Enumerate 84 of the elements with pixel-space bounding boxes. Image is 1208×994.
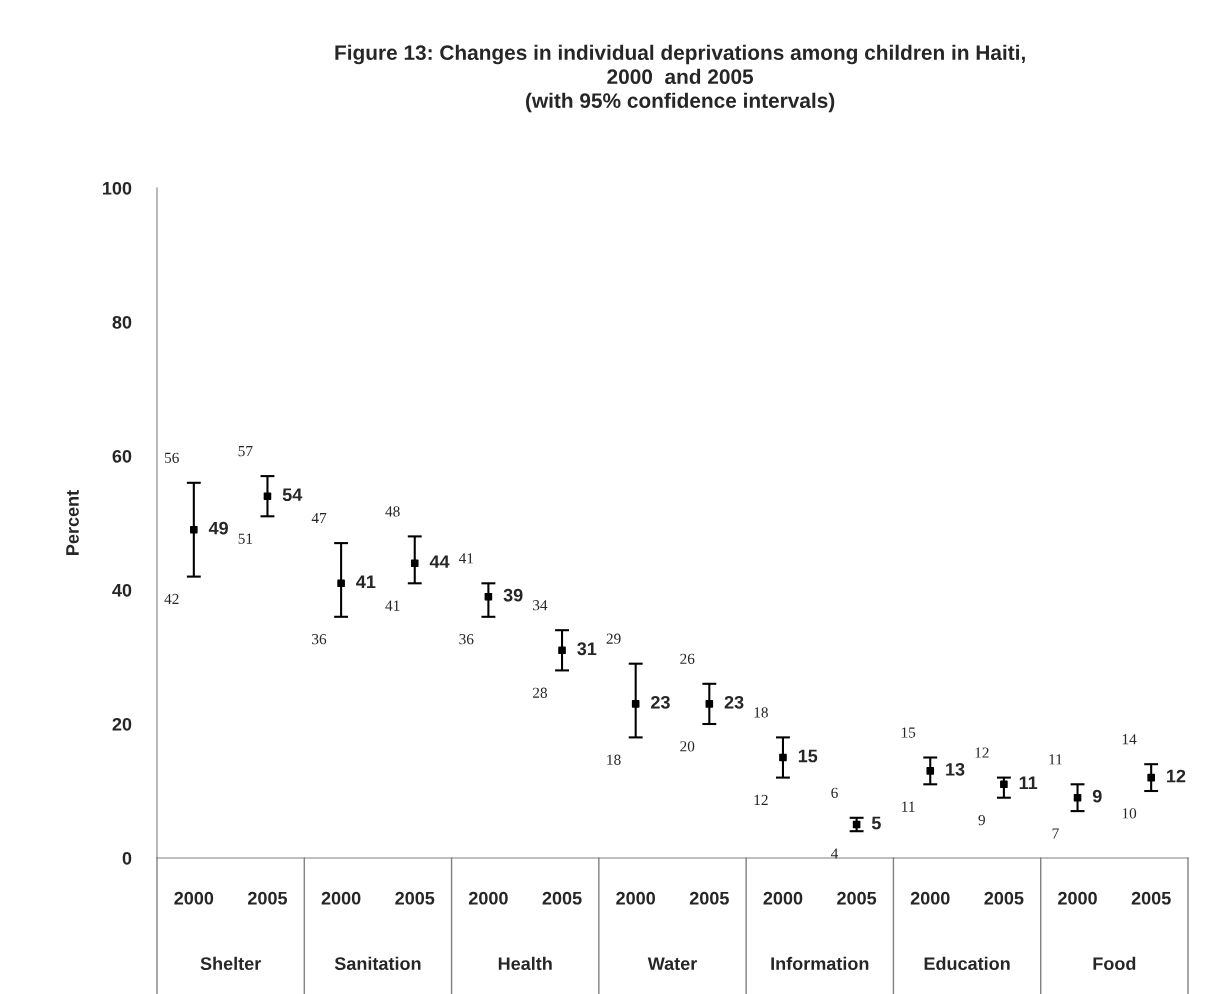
point <box>190 525 198 534</box>
annotation: 18 <box>754 707 768 718</box>
data-label: 12 <box>1167 769 1186 783</box>
y-tick-label: 80 <box>112 315 132 329</box>
data-label: 49 <box>208 521 228 535</box>
x-tick-label: 2000 <box>321 891 361 905</box>
point <box>263 492 272 501</box>
data-label: 13 <box>946 762 965 776</box>
x-tick-label: 2005 <box>395 891 435 905</box>
annotation: 12 <box>754 794 768 805</box>
x-tick-label: 2005 <box>248 891 288 905</box>
annotation: 57 <box>238 446 253 457</box>
annotation: 10 <box>1122 808 1137 819</box>
x-tick-label: 2000 <box>174 891 214 905</box>
annotation: 42 <box>164 593 179 604</box>
data-label: 31 <box>577 642 597 656</box>
y-tick-label: 100 <box>103 181 132 195</box>
point <box>631 700 640 708</box>
annotation: 14 <box>1122 734 1137 745</box>
chart-title: Figure 13: Changes in individual deprivations among children in Haiti, 2000 and 2005 (with 95% confidence intervals) <box>335 44 1025 113</box>
text: Health <box>498 956 552 971</box>
x-tick-label: 2005 <box>542 891 582 905</box>
annotation: 41 <box>385 600 400 611</box>
annotation: 34 <box>533 600 548 611</box>
x-tick-label: 2000 <box>910 891 950 905</box>
annotation: 51 <box>238 533 253 544</box>
point <box>705 700 714 708</box>
text: Education <box>924 956 1010 971</box>
text: Sanitation <box>334 956 421 971</box>
y-axis-title: Percent <box>66 490 79 555</box>
y-tick-label: 0 <box>122 851 132 865</box>
point <box>779 753 787 762</box>
data-label: 44 <box>429 555 450 568</box>
data-label: 11 <box>1019 776 1038 789</box>
annotation: 28 <box>532 687 547 698</box>
x-tick-label: 2005 <box>1131 891 1171 905</box>
annotation: 4 <box>830 848 839 859</box>
annotation: 20 <box>680 741 695 752</box>
annotation: 29 <box>606 633 621 644</box>
x-tick-label: 2005 <box>689 891 729 905</box>
text: Shelter <box>200 956 261 971</box>
x-tick-label: 2000 <box>616 891 656 905</box>
annotation: 47 <box>311 513 327 524</box>
point <box>484 592 493 601</box>
point <box>337 579 345 588</box>
data-label: 39 <box>503 588 523 602</box>
annotation: 11 <box>1049 754 1062 765</box>
y-tick-label: 60 <box>112 449 132 463</box>
annotation: 36 <box>459 634 474 645</box>
text: Food <box>1093 956 1136 971</box>
x-tick-label: 2005 <box>984 891 1024 905</box>
point <box>1000 780 1008 789</box>
annotation: 18 <box>607 754 621 765</box>
data-label: 9 <box>1092 789 1102 803</box>
data-label: 54 <box>282 488 303 502</box>
annotation: 56 <box>164 452 179 463</box>
annotation: 11 <box>902 801 915 812</box>
annotation: 7 <box>1052 828 1059 839</box>
x-tick-label: 2000 <box>1058 891 1097 905</box>
data-label: 23 <box>724 695 744 709</box>
point <box>926 767 935 775</box>
annotation: 12 <box>975 747 989 758</box>
text: Information <box>771 956 869 971</box>
y-tick-label: 20 <box>112 717 132 731</box>
annotation: 9 <box>978 814 985 826</box>
annotation: 26 <box>680 653 695 664</box>
x-tick-label: 2000 <box>763 891 803 905</box>
annotation: 15 <box>901 727 916 738</box>
point <box>410 559 419 568</box>
annotation: 36 <box>312 634 327 645</box>
point <box>558 646 566 655</box>
data-label: 5 <box>871 816 881 830</box>
point <box>1073 793 1082 802</box>
annotation: 41 <box>458 553 474 564</box>
annotation: 6 <box>831 787 838 798</box>
x-tick-label: 2005 <box>837 891 877 905</box>
text: Water <box>647 957 697 971</box>
point <box>1147 773 1155 782</box>
x-tick-label: 2000 <box>468 891 508 905</box>
data-label: 15 <box>798 749 818 763</box>
y-tick-label: 40 <box>112 583 132 597</box>
data-label: 41 <box>356 575 376 588</box>
data-label: 23 <box>651 695 670 709</box>
annotation: 48 <box>385 506 400 517</box>
